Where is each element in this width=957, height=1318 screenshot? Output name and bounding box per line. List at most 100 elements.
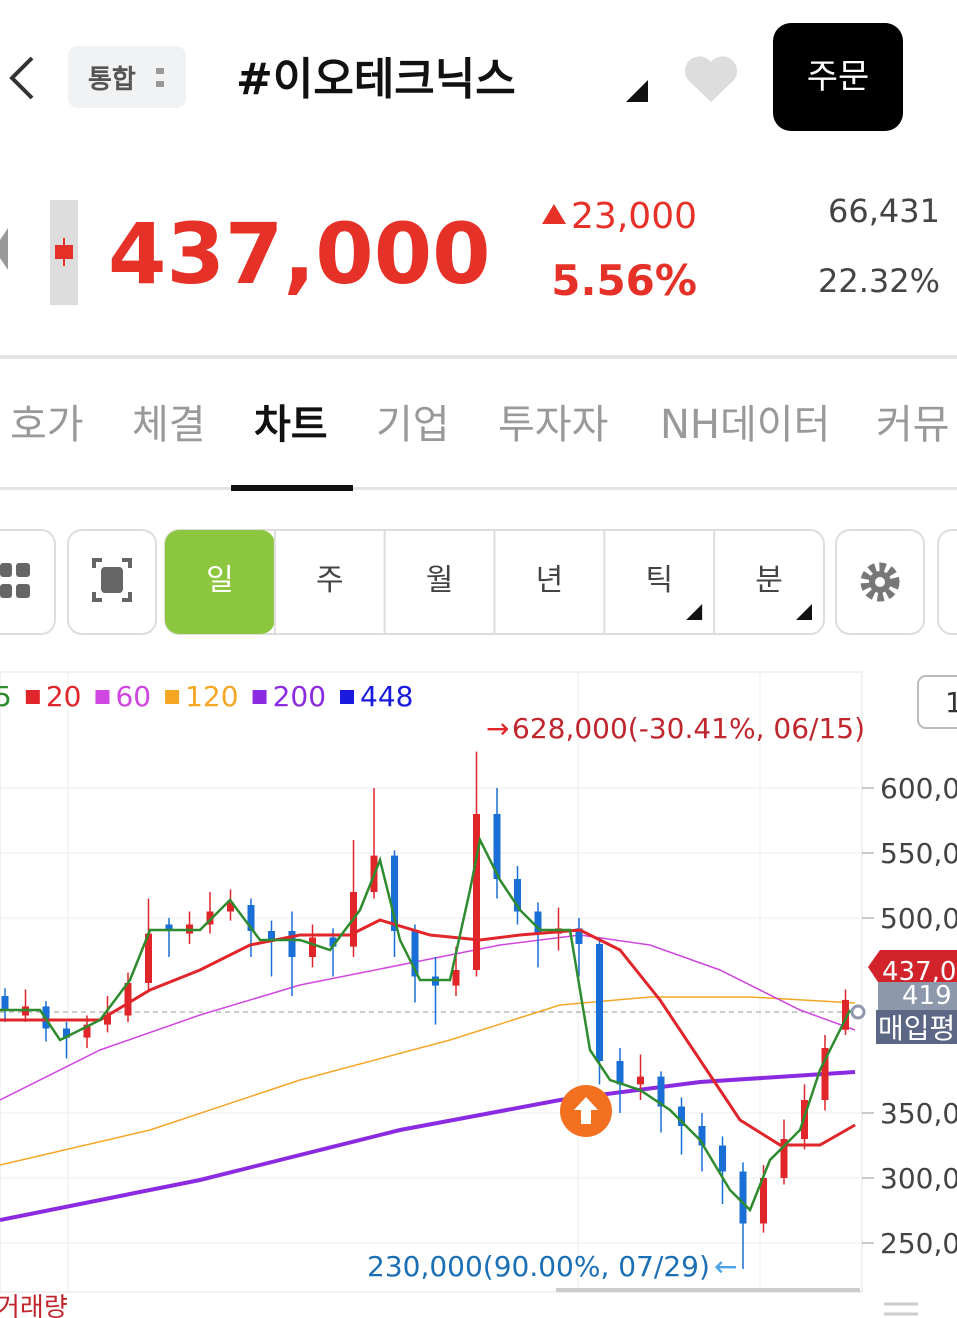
volume-label: 거래량: [0, 1293, 68, 1318]
tab[interactable]: 기업: [376, 402, 450, 448]
avg-tag: 419: [902, 981, 952, 1011]
legend-swatch: [165, 690, 180, 704]
candle-body: [124, 983, 132, 1016]
candle-body: [657, 1076, 665, 1107]
legend-swatch: [252, 690, 267, 704]
candle-body: [391, 855, 398, 931]
period[interactable]: 주: [316, 563, 344, 598]
candle-body: [1, 996, 9, 1011]
turnover: 22.32%: [818, 262, 940, 300]
order-label[interactable]: 주문: [807, 57, 870, 97]
badge-dot: [156, 81, 164, 87]
heart-icon[interactable]: [684, 56, 738, 102]
candle-body: [821, 1048, 829, 1100]
price-tag-bg: [868, 950, 957, 985]
tab[interactable]: 체결: [132, 402, 206, 448]
candle-body: [575, 928, 583, 944]
candle-body: [452, 970, 460, 986]
volume: 66,431: [828, 192, 940, 230]
period[interactable]: 틱: [645, 563, 673, 598]
legend-label: 200: [273, 680, 326, 713]
order-button[interactable]: [773, 23, 903, 131]
avg-label-bg: [876, 1010, 957, 1044]
candle-body: [309, 937, 316, 957]
max-annotation: 628,000(-30.41%, 06/15): [512, 712, 865, 745]
min-annotation: 230,000(90.00%, 07/29): [367, 1250, 710, 1283]
grid: 600,0 550,0 500,0 350,0 300,0 250,0: [0, 772, 957, 1260]
legend-label: 5: [0, 680, 12, 713]
zoom-label[interactable]: 1: [945, 686, 957, 719]
y-tick-label: 550,0: [880, 837, 957, 870]
y-tick-label: 500,0: [880, 902, 957, 935]
more-button[interactable]: [937, 529, 957, 635]
candle-body: [739, 1171, 747, 1224]
period[interactable]: 년: [536, 563, 564, 598]
y-tick-label: 600,0: [880, 772, 957, 805]
submenu-icon: [796, 604, 812, 620]
arrow-left: [0, 228, 8, 270]
ma200-line: [0, 1070, 856, 1222]
candle-body: [268, 931, 275, 941]
period[interactable]: 일: [206, 563, 234, 598]
zoom-button[interactable]: [917, 675, 957, 729]
stock-title[interactable]: #이오테크닉스: [236, 54, 516, 105]
avg-tag-bg: [878, 982, 957, 1010]
badge[interactable]: 통합: [88, 65, 136, 95]
tab-underline: [231, 485, 353, 491]
min-arrow: ←: [714, 1250, 737, 1283]
legend-label: 120: [185, 680, 238, 713]
badge-bg[interactable]: [68, 46, 186, 108]
tabs: 호가 체결 차트 기업 투자자 NH데이터 커뮤: [10, 402, 950, 448]
divider: [0, 355, 957, 359]
candle-body: [206, 911, 214, 925]
legend-swatch: [25, 690, 40, 704]
ma20-line: [0, 918, 856, 1147]
up-triangle: [542, 204, 566, 224]
ma5-line: [0, 836, 852, 1213]
candle-body: [493, 814, 501, 879]
tab[interactable]: 투자자: [498, 402, 608, 448]
legend-label: 60: [115, 680, 151, 713]
buy-arrow: [574, 1097, 598, 1124]
candle-body: [104, 1015, 111, 1025]
tab[interactable]: 차트: [254, 402, 328, 448]
candle-body: [596, 944, 603, 1061]
layout-button[interactable]: [0, 529, 56, 635]
legend-swatch: [95, 690, 110, 704]
badge-dot: [156, 68, 164, 74]
dropdown-icon[interactable]: [626, 80, 648, 102]
submenu-icon: [686, 604, 703, 620]
period[interactable]: 월: [426, 563, 454, 598]
avg-dot: [850, 1004, 866, 1020]
candle-body: [514, 879, 521, 912]
candle-body: [288, 931, 296, 957]
legend-swatch: [340, 690, 355, 704]
tab[interactable]: NH데이터: [660, 402, 830, 448]
y-tick-label: 350,0: [880, 1097, 957, 1130]
candle-body: [473, 814, 480, 970]
legend-label: 448: [360, 680, 413, 713]
ma60-line: [0, 934, 856, 1101]
period-active[interactable]: [165, 530, 275, 634]
tab[interactable]: 커뮤: [876, 402, 950, 448]
candle-body: [637, 1076, 644, 1085]
candle-body: [329, 937, 337, 947]
candle-body: [165, 924, 173, 931]
tab[interactable]: 호가: [10, 402, 84, 448]
candle-body: [678, 1106, 685, 1126]
plot-frame: [0, 671, 863, 1293]
ma120-line: [0, 996, 856, 1166]
candle-body: [145, 933, 152, 983]
change: 23,000: [571, 196, 697, 237]
period[interactable]: 분: [755, 563, 783, 598]
candle-body: [616, 1061, 624, 1085]
candle-body: [83, 1024, 91, 1038]
mini-candle: [55, 245, 73, 259]
candle-body: [780, 1139, 788, 1178]
candle-body: [534, 911, 542, 934]
candle-body: [698, 1126, 706, 1146]
back-icon[interactable]: [9, 56, 34, 100]
gear-hole: [875, 577, 885, 587]
